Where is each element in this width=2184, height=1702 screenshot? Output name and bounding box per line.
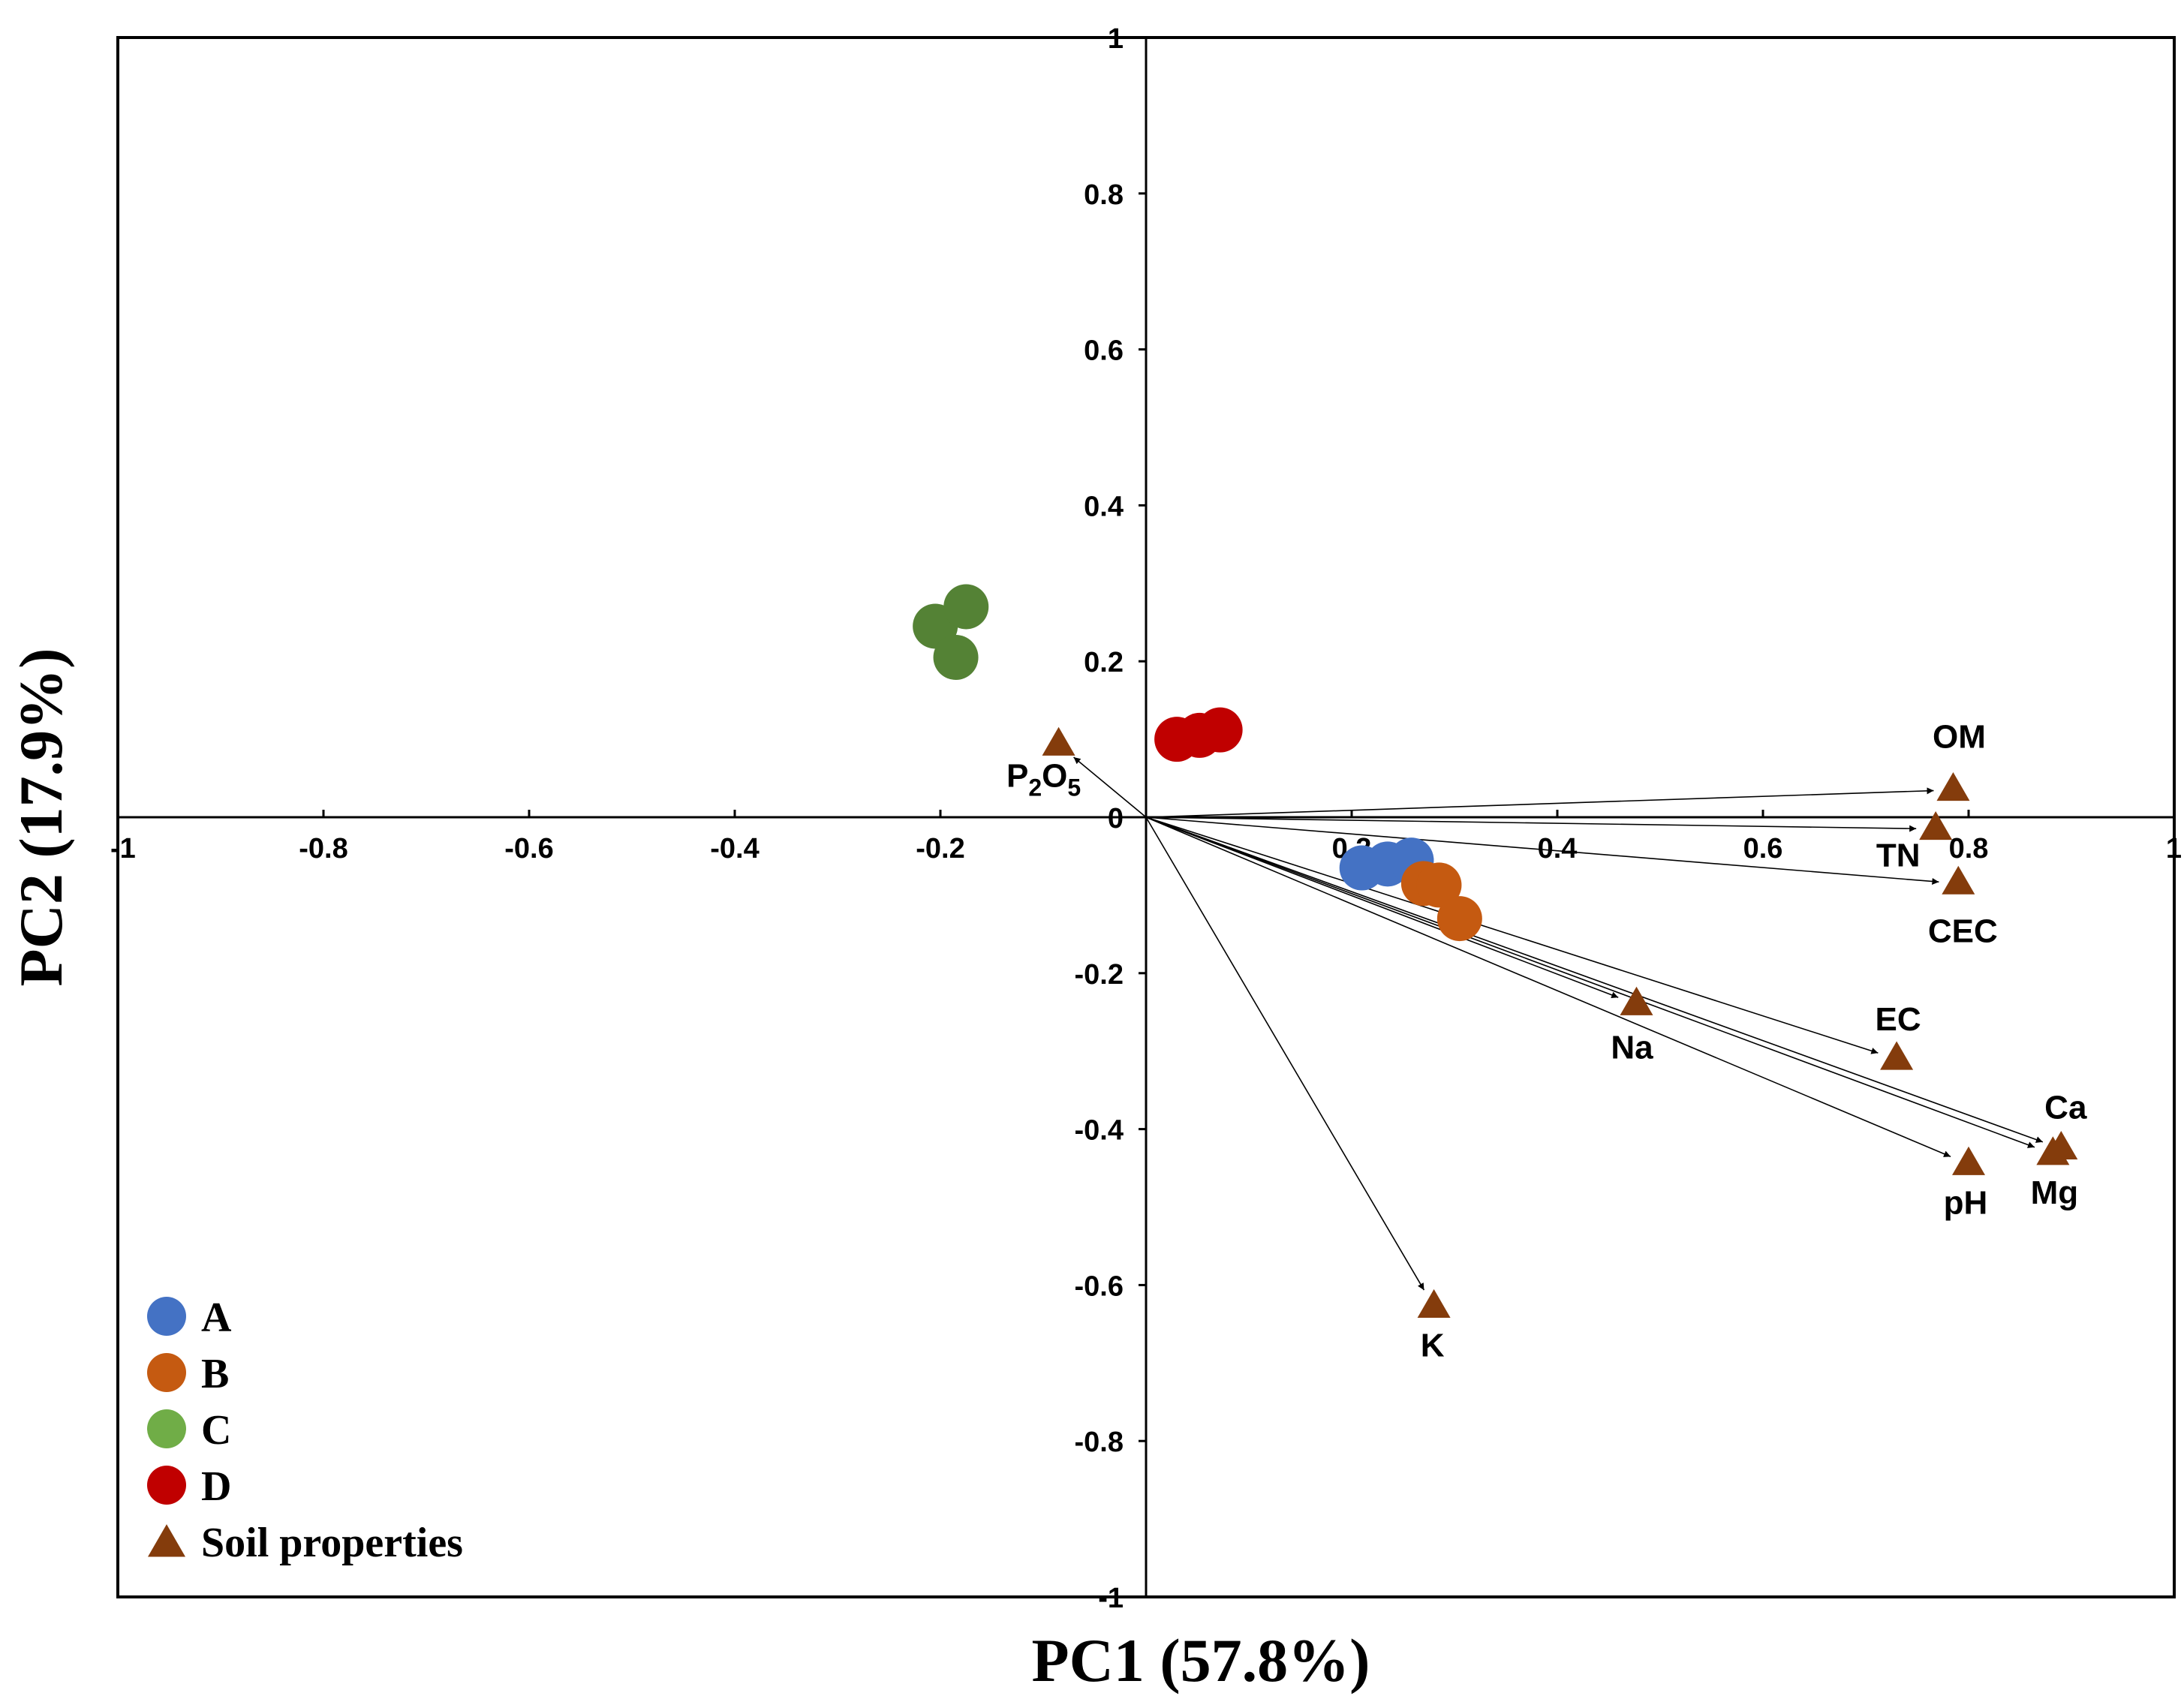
y-tick-label: -0.8 <box>1075 1427 1124 1458</box>
vector-tn <box>1145 816 1917 832</box>
label-na: Na <box>1611 1029 1653 1066</box>
x-axis-title: PC1 (57.8%) <box>1032 1626 1370 1694</box>
property-labels: OM TN CEC Na EC Ca Mg pH K P2O5 <box>1006 719 2087 1364</box>
point-c <box>933 635 979 681</box>
loading-vectors <box>1073 756 2044 1291</box>
triangle-ph <box>1952 1146 1985 1175</box>
y-tick-label: -0.6 <box>1075 1270 1124 1302</box>
score-points <box>913 584 2078 1318</box>
y-tick-label: 0.4 <box>1084 491 1124 522</box>
legend-label: Soil properties <box>201 1520 463 1566</box>
y-tick-label: 0.6 <box>1084 335 1124 367</box>
vector-na <box>1145 816 1619 999</box>
x-tick-label: -0.6 <box>504 833 553 865</box>
point-c <box>943 584 989 630</box>
x-tick-label: 0.6 <box>1743 833 1783 865</box>
x-tick-label: 0.4 <box>1538 833 1578 865</box>
legend-label: D <box>201 1463 231 1510</box>
vector-cec <box>1145 816 1939 885</box>
triangle-om <box>1936 772 1970 801</box>
legend-marker-b <box>147 1353 186 1392</box>
vector-ca <box>1145 816 2044 1143</box>
triangle-na <box>1620 986 1653 1015</box>
vector-mg <box>1145 816 2035 1148</box>
x-tick-label: -0.2 <box>916 833 964 865</box>
legend-label: A <box>201 1295 232 1341</box>
legend-marker-c <box>147 1409 186 1448</box>
y-tick-label: -0.4 <box>1075 1115 1124 1147</box>
label-k: K <box>1421 1327 1445 1364</box>
y-tick-label: 0.8 <box>1084 179 1124 211</box>
x-tick-label: -1 <box>110 833 136 865</box>
y-tick-label: -0.2 <box>1075 959 1124 991</box>
vector-k <box>1145 816 1425 1291</box>
label-ec: EC <box>1876 1001 1921 1038</box>
x-tick-label: 1 <box>2166 833 2182 865</box>
y-tick-label: 0 <box>1108 803 1124 834</box>
y-tick-label: -1 <box>1098 1583 1124 1614</box>
triangle-ec <box>1880 1041 1914 1070</box>
y-axis-title: PC2 (17.9%) <box>7 648 75 987</box>
vector-p2o5 <box>1073 756 1147 818</box>
point-b <box>1416 862 1462 908</box>
vector-om <box>1145 787 1934 818</box>
triangle-tn <box>1919 810 1953 840</box>
vector-ph <box>1145 816 1951 1157</box>
vector-ec <box>1145 816 1879 1054</box>
point-d <box>1197 707 1243 753</box>
tick-layer: -1 -0.8 -0.6 -0.4 -0.2 0.2 0.4 0.6 0.8 1 1 0.8 0.6 0.… <box>110 23 2182 1614</box>
point-b <box>1436 896 1482 942</box>
triangle-cec <box>1942 865 1975 895</box>
legend-marker-d <box>147 1466 186 1505</box>
legend-marker-a <box>147 1297 186 1336</box>
x-tick-label: 0.8 <box>1949 833 1989 865</box>
label-p2o5: P2O5 <box>1006 757 1081 801</box>
y-tick-label: 0.2 <box>1084 647 1124 678</box>
label-ph: pH <box>1944 1184 1988 1221</box>
legend-label: C <box>201 1407 231 1454</box>
label-cec: CEC <box>1928 913 1998 949</box>
x-tick-label: -0.8 <box>299 833 347 865</box>
label-om: OM <box>1933 719 1986 756</box>
legend-marker-soil-properties <box>148 1524 185 1557</box>
triangle-k <box>1417 1289 1451 1318</box>
triangle-mg <box>2036 1136 2070 1165</box>
label-ca: Ca <box>2044 1090 2087 1126</box>
legend-label: B <box>201 1351 229 1397</box>
triangle-p2o5 <box>1042 726 1075 756</box>
x-tick-label: -0.4 <box>710 833 759 865</box>
label-mg: Mg <box>2031 1174 2079 1211</box>
label-tn: TN <box>1876 837 1921 874</box>
y-tick-label: 1 <box>1108 23 1124 55</box>
